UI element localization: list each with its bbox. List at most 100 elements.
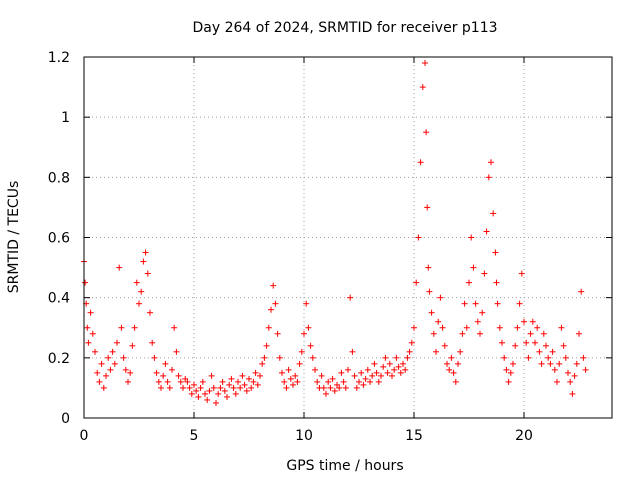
data-point — [290, 381, 296, 388]
data-point — [510, 360, 516, 367]
data-point — [562, 354, 569, 361]
data-point — [116, 264, 123, 271]
data-point — [433, 348, 439, 355]
data-point — [461, 300, 468, 307]
data-point — [136, 300, 142, 307]
data-point — [98, 360, 105, 367]
data-point — [470, 264, 477, 271]
data-point — [114, 339, 120, 346]
data-point — [191, 381, 197, 388]
data-point — [527, 330, 534, 337]
data-point — [221, 387, 228, 394]
data-point — [455, 360, 461, 367]
data-point — [362, 375, 369, 382]
data-point — [404, 354, 411, 361]
data-point — [529, 318, 536, 325]
data-point — [425, 264, 432, 271]
data-point — [195, 393, 202, 400]
data-point — [250, 378, 257, 385]
data-point — [153, 369, 160, 376]
data-point — [274, 330, 281, 337]
y-tick-label: 0.6 — [48, 231, 70, 247]
data-point — [384, 369, 391, 376]
data-point — [270, 282, 277, 289]
x-tick-label: 10 — [295, 428, 313, 444]
data-point — [538, 360, 545, 367]
data-point — [393, 354, 400, 361]
data-point — [325, 378, 332, 385]
data-point — [448, 354, 455, 361]
data-point — [395, 363, 402, 370]
data-point — [523, 339, 530, 346]
data-point — [351, 372, 358, 379]
data-point — [144, 270, 151, 277]
data-point — [532, 339, 538, 346]
data-point — [565, 369, 571, 376]
data-point — [360, 381, 367, 388]
x-tick-labels: 0 5 10 15 20 — [80, 428, 533, 444]
data-point — [182, 375, 189, 382]
data-point — [406, 348, 413, 355]
data-point — [466, 279, 472, 286]
y-tick-labels: 0 0.2 0.4 0.6 0.8 1 1.2 — [48, 50, 70, 427]
data-point — [353, 384, 360, 391]
data-point — [419, 84, 426, 91]
data-point — [463, 324, 470, 331]
data-point — [547, 360, 554, 367]
data-point — [518, 270, 525, 277]
data-point — [263, 342, 270, 349]
data-point — [364, 366, 371, 373]
data-point — [411, 324, 417, 331]
data-point — [472, 300, 479, 307]
data-point — [543, 342, 549, 349]
y-tick-label: 1 — [61, 110, 70, 126]
data-point — [492, 249, 499, 256]
data-point — [105, 354, 112, 361]
data-point — [534, 324, 541, 331]
data-point — [452, 378, 459, 385]
data-point — [215, 390, 222, 397]
data-point — [400, 360, 406, 367]
data-point — [239, 372, 246, 379]
data-point — [349, 348, 356, 355]
data-point — [100, 384, 107, 391]
data-point — [417, 159, 424, 166]
data-point — [356, 378, 362, 385]
data-point — [140, 258, 147, 265]
data-point — [554, 378, 560, 385]
data-point — [549, 348, 556, 355]
data-point — [512, 342, 519, 349]
data-point — [298, 348, 305, 355]
data-point — [122, 366, 129, 373]
data-point — [127, 369, 134, 376]
data-point — [375, 378, 382, 385]
data-point — [378, 372, 384, 379]
data-point — [111, 360, 118, 367]
data-point — [496, 324, 503, 331]
data-point — [320, 384, 327, 391]
data-point — [423, 129, 430, 136]
data-point — [415, 234, 422, 241]
data-point — [571, 372, 578, 379]
data-point — [576, 330, 582, 337]
data-point — [248, 384, 255, 391]
data-point — [169, 366, 175, 373]
y-tick-label: 0.2 — [48, 351, 70, 367]
data-point — [292, 372, 299, 379]
data-point — [514, 324, 521, 331]
data-point — [338, 369, 345, 376]
data-point — [342, 384, 349, 391]
data-point — [483, 228, 490, 235]
y-tick-label: 0.8 — [48, 170, 70, 186]
data-point — [424, 204, 431, 211]
data-point — [336, 384, 343, 391]
data-point — [109, 348, 116, 355]
x-tick-label: 15 — [405, 428, 423, 444]
data-point — [367, 378, 373, 385]
data-point — [133, 279, 140, 286]
data-point — [296, 360, 303, 367]
data-point — [237, 384, 244, 391]
data-point — [536, 348, 543, 355]
x-tick-label: 20 — [515, 428, 533, 444]
data-point — [213, 399, 219, 406]
